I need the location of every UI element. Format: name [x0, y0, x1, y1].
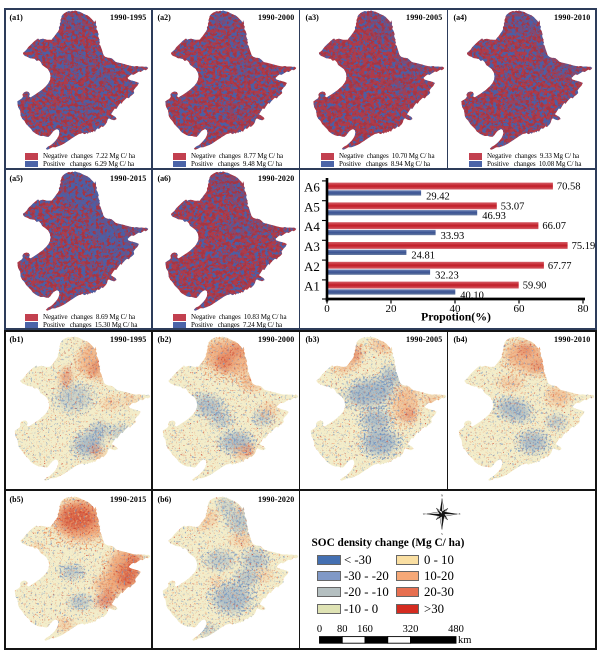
svg-text:32.23: 32.23	[435, 271, 459, 282]
svg-text:29.42: 29.42	[426, 191, 450, 202]
svg-text:20: 20	[386, 303, 398, 315]
svg-text:0: 0	[324, 303, 330, 315]
svg-text:A5: A5	[304, 199, 320, 214]
svg-text:80: 80	[578, 303, 590, 315]
svg-text:70.58: 70.58	[557, 182, 581, 193]
svg-text:46.93: 46.93	[482, 211, 506, 222]
svg-text:40: 40	[450, 303, 462, 315]
svg-text:33.93: 33.93	[441, 231, 465, 242]
svg-text:75.19: 75.19	[572, 241, 596, 252]
svg-text:S: S	[441, 532, 443, 536]
svg-text:40.10: 40.10	[460, 290, 484, 301]
svg-text:A4: A4	[304, 219, 320, 234]
svg-text:67.77: 67.77	[548, 261, 572, 272]
svg-text:A6: A6	[304, 180, 320, 195]
svg-text:W: W	[423, 512, 427, 516]
svg-text:60: 60	[514, 303, 526, 315]
svg-text:59.90: 59.90	[523, 281, 547, 292]
svg-text:A3: A3	[304, 239, 320, 254]
svg-text:A2: A2	[304, 259, 320, 274]
svg-text:66.07: 66.07	[542, 221, 566, 232]
svg-text:53.07: 53.07	[501, 201, 525, 212]
svg-text:A1: A1	[304, 279, 320, 294]
svg-text:24.81: 24.81	[411, 251, 435, 262]
svg-text:Propotion(%): Propotion(%)	[421, 310, 491, 324]
svg-text:E: E	[459, 512, 461, 516]
svg-text:N: N	[441, 493, 444, 497]
